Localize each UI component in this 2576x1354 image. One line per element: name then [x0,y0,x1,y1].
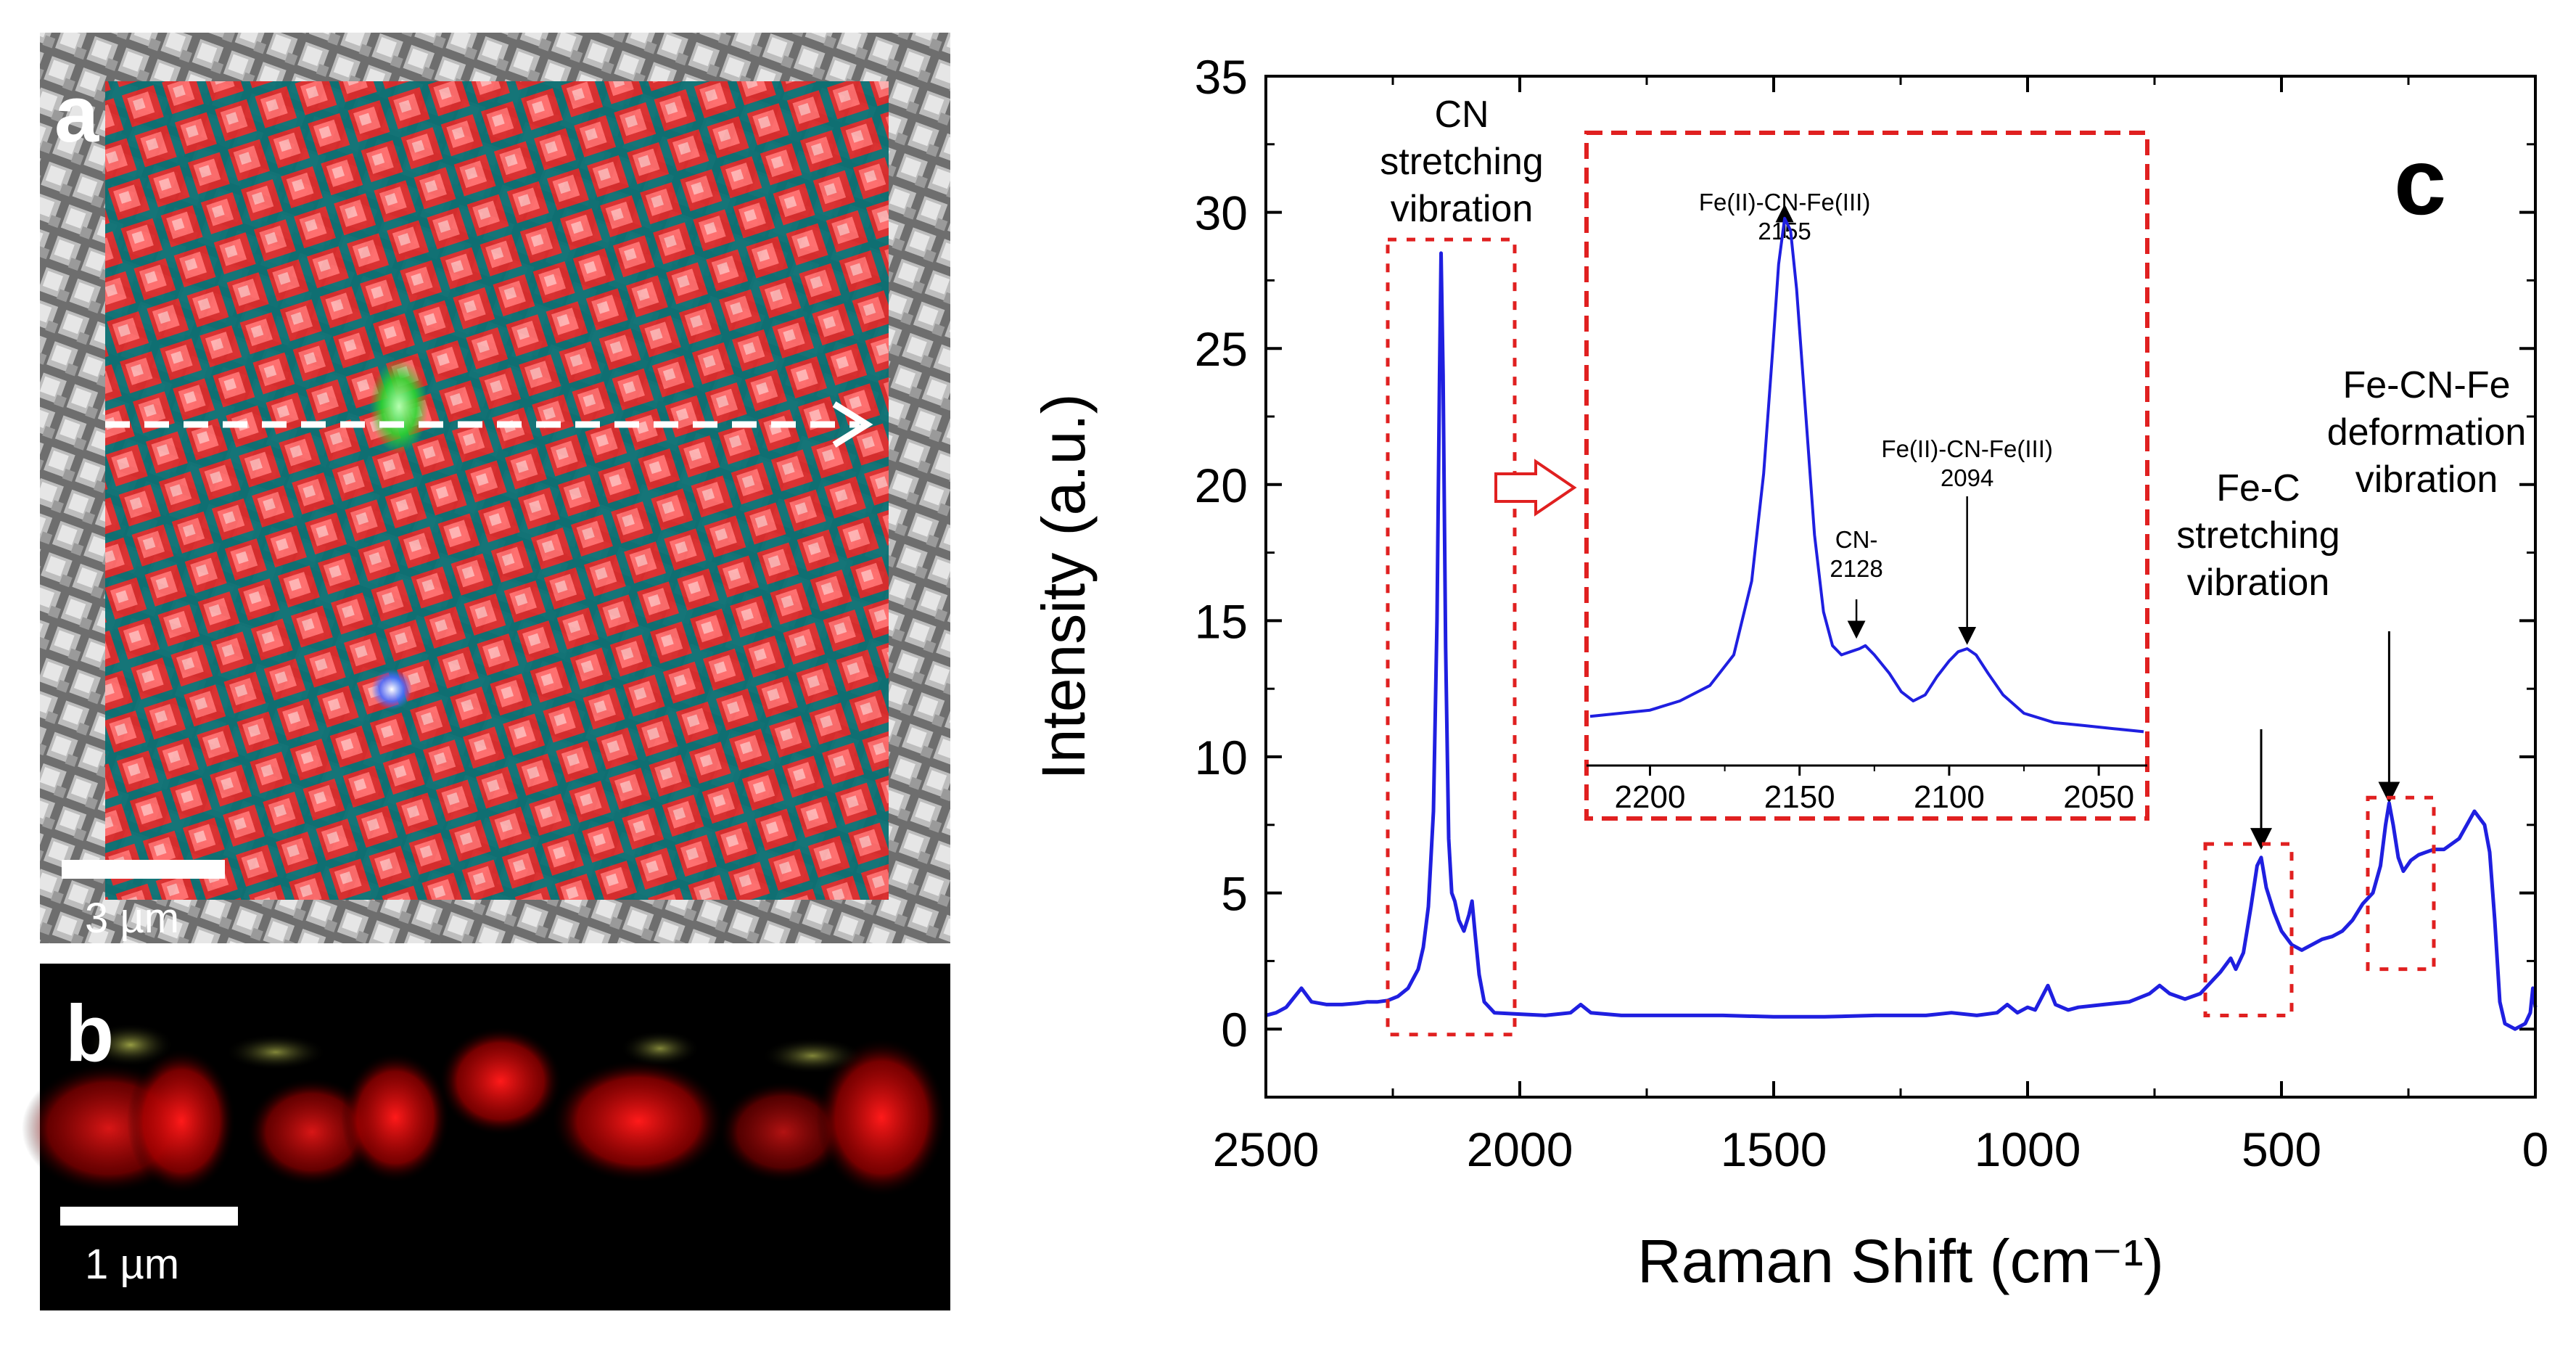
inset-spectrum-line [1589,216,2144,734]
x-tick-label: 1000 [1975,1123,2081,1176]
annotation-cn-stretching: stretching [1380,141,1543,183]
y-tick-label: 35 [1195,50,1248,104]
annotation-cn-stretching: vibration [1391,188,1534,230]
x-tick-label: 1500 [1721,1123,1827,1176]
raman-spectrum-line [1265,251,2538,1031]
panel-a-label: a [54,70,99,159]
annotation-fe-cn-fe-deformation: Fe-CN-Fe [2342,364,2510,406]
inset-pointer-arrow-icon [1494,459,1577,517]
blue-spot [371,669,412,710]
inset-annotations: Fe(II)-CN-Fe(III)2155CN-2128Fe(II)-CN-Fe… [1699,189,2053,645]
main-annotations: CN stretching vibration Fe-C stretching vibra… [1380,94,2527,850]
yellow-blob [620,1030,700,1067]
y-tick-label: 10 [1195,731,1248,784]
scale-bar-b [60,1207,238,1226]
panel-b-cross-section: b 1 µm [22,964,950,1310]
y-tick-label: 5 [1221,867,1248,921]
y-tick-label: 25 [1195,322,1248,376]
scale-bar-a-label: 3 µm [85,895,179,942]
y-tick-label: 0 [1221,1003,1248,1056]
red-blob [718,1081,849,1183]
red-blob [341,1052,450,1183]
y-tick-label: 20 [1195,459,1248,512]
red-blob [816,1038,947,1197]
panel-c-raman-chart: 2500 2000 1500 1000 500 0 0 5 10 15 20 25 30 35 CN str… [1029,50,2548,1295]
annotation-fe-c-stretching: stretching [2176,514,2340,557]
inset-x-tick-label: 2150 [1764,779,1835,815]
cn-region-highlight-box [1386,237,1517,1037]
yellow-blob [762,1038,863,1074]
arrow-head-icon [832,401,873,448]
inset-axis-ticks: 2200 2150 2100 2050 [1615,766,2134,815]
main-plot-frame [1264,75,2537,1099]
fe-cn-fe-region-highlight-box [2366,795,2436,972]
annotation-fe-c-stretching: Fe-C [2216,467,2300,509]
fe-c-region-highlight-box [2203,842,2294,1017]
x-axis-label: Raman Shift (cm⁻¹) [1637,1227,2164,1295]
x-tick-label: 0 [2522,1123,2549,1176]
red-blob [127,1049,236,1194]
inset-annotation-peak-2128: CN- [1835,526,1878,553]
red-blob [551,1059,725,1183]
panel-a-micrograph: a 3 µm [40,33,950,943]
inset-annotation-peak-2094: 2094 [1941,464,1993,491]
green-spot [370,359,428,454]
inset-x-tick-label: 2100 [1914,779,1985,815]
inset-x-tick-label: 2200 [1615,779,1686,815]
yellow-blob [87,1023,174,1067]
y-tick-label: 30 [1195,186,1248,240]
scale-bar-a [62,860,225,879]
inset-x-tick-label: 2050 [2063,779,2134,815]
annotation-fe-cn-fe-deformation: deformation [2327,411,2527,454]
red-blob [439,1027,562,1136]
inset-zoom-panel: 2200 2150 2100 2050 Fe(II)-CN-Fe(III)2155CN… [1584,131,2149,821]
x-tick-label: 2000 [1467,1123,1573,1176]
main-axis-ticks: 2500 2000 1500 1000 500 0 0 5 10 15 20 25 30 35 [1195,50,2549,1176]
y-tick-label: 15 [1195,594,1248,648]
inset-annotation-peak-2094: Fe(II)-CN-Fe(III) [1881,435,2052,462]
raman-map-overlay [105,81,889,900]
inset-dashed-border [1584,131,2149,821]
inset-annotation-peak-2128: 2128 [1830,555,1882,582]
annotation-fe-c-stretching: vibration [2187,562,2330,604]
yellow-blob [225,1034,326,1070]
panel-b-label: b [65,989,114,1078]
x-tick-label: 2500 [1213,1123,1320,1176]
annotation-fe-cn-fe-deformation: vibration [2355,459,2498,501]
panel-c-label: c [2394,128,2446,234]
scale-bar-b-label: 1 µm [85,1241,179,1288]
x-tick-label: 500 [2242,1123,2321,1176]
annotation-cn-stretching: CN [1434,94,1489,136]
y-axis-label: Intensity (a.u.) [1029,393,1098,779]
